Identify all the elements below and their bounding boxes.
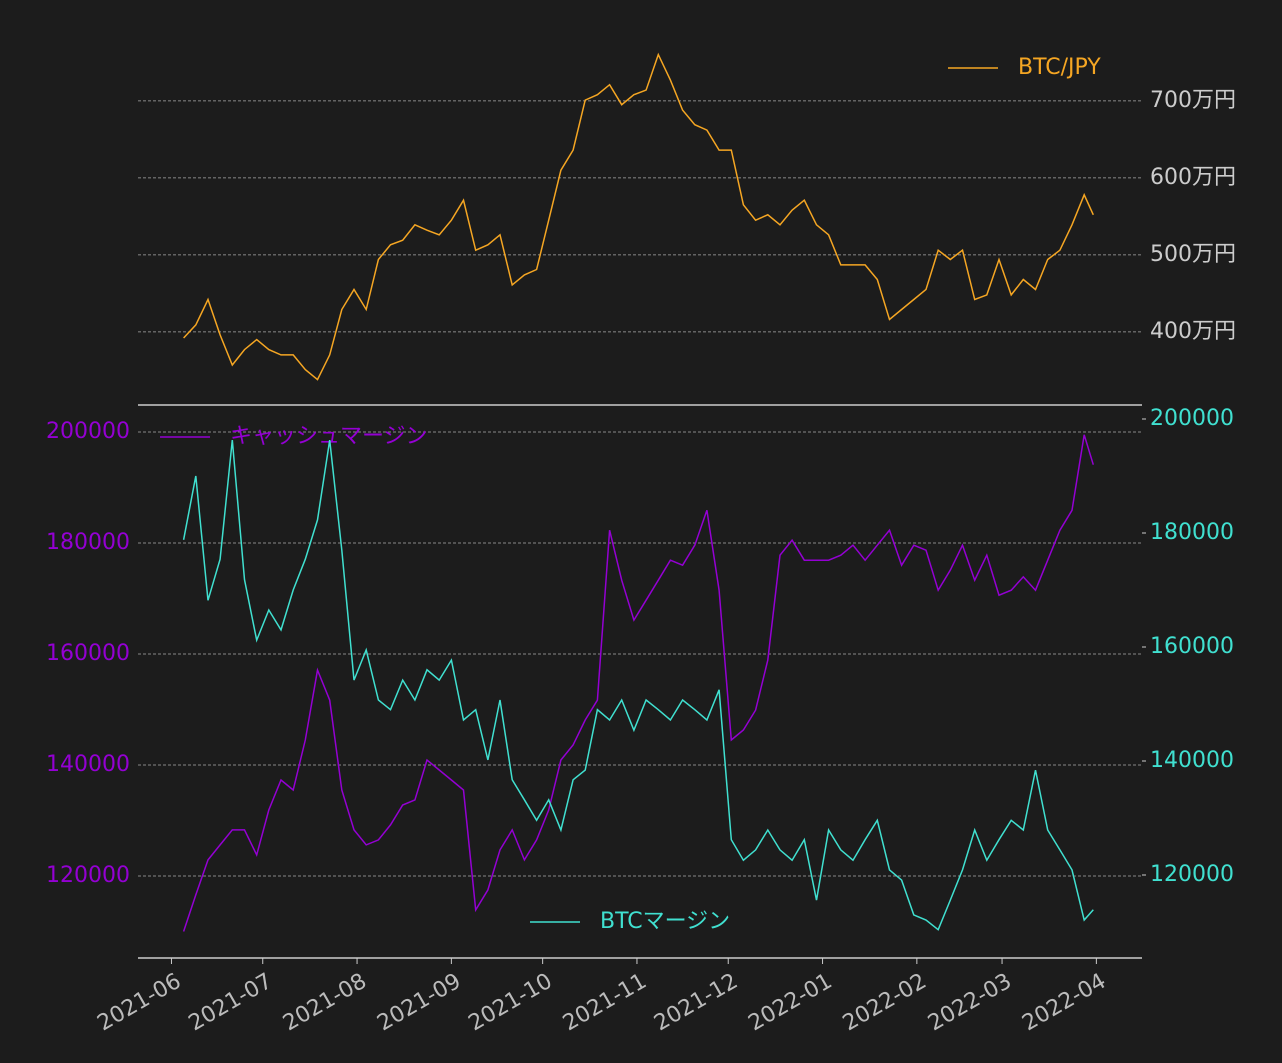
legend-label: BTC/JPY (1018, 55, 1101, 80)
y2-tick-label: 160000 (1150, 634, 1234, 659)
y-tick-label: 400万円 (1150, 319, 1236, 344)
y-tick-label: 180000 (46, 530, 130, 555)
series-line (183, 52, 1094, 381)
y-tick-label: 120000 (46, 863, 130, 888)
y-tick-label: 600万円 (1150, 165, 1236, 190)
series-line (182, 439, 1094, 931)
y2-tick-label: 140000 (1150, 748, 1234, 773)
y-tick-label: 700万円 (1150, 88, 1236, 113)
y-tick-label: 140000 (46, 752, 130, 777)
series-line (182, 434, 1095, 932)
y2-tick-label: 180000 (1150, 520, 1234, 545)
y2-tick-label: 200000 (1150, 406, 1234, 431)
y-tick-label: 500万円 (1150, 242, 1236, 267)
y2-tick-label: 120000 (1150, 862, 1234, 887)
y-tick-label: 160000 (46, 641, 130, 666)
y-tick-label: 200000 (46, 419, 130, 444)
legend-label: BTCマージン (600, 909, 730, 934)
